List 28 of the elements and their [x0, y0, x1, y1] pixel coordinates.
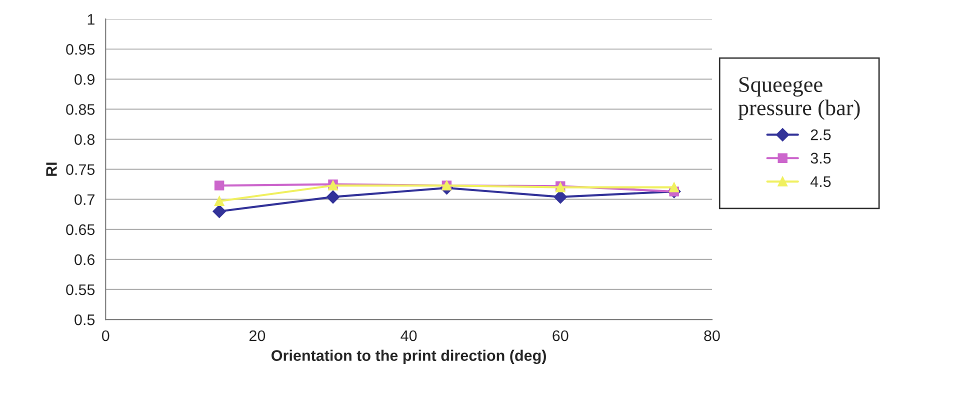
x-tick-label: 0 [102, 330, 110, 342]
y-tick-label: 0.75 [66, 164, 95, 175]
x-tick-label: 40 [400, 330, 417, 342]
y-tick-label: 0.85 [66, 104, 95, 115]
legend-title: Squeegee pressure (bar) [738, 77, 860, 120]
x-tick-label: 60 [552, 330, 568, 342]
legend-label: 4.5 [810, 176, 831, 188]
y-tick-label: 0.95 [66, 44, 95, 55]
y-tick-label: 0.55 [66, 284, 95, 296]
y-tick-label: 1 [88, 14, 94, 25]
y-axis-title: RI [46, 162, 57, 176]
legend-label: 3.5 [810, 152, 831, 164]
point [554, 190, 567, 204]
point [212, 204, 226, 218]
point [326, 190, 340, 204]
x-tick-label: 80 [704, 330, 720, 342]
point [214, 180, 224, 190]
legend-label: 2.5 [810, 129, 831, 140]
y-tick-label: 0.5 [74, 314, 95, 326]
x-tick-label: 20 [249, 330, 266, 342]
y-tick-label: 0.65 [66, 224, 95, 236]
y-tick-label: 0.7 [74, 194, 94, 206]
y-tick-label: 0.8 [74, 134, 95, 145]
point [669, 182, 679, 192]
point [214, 196, 224, 206]
x-axis-title: Orientation to the print direction (deg) [272, 350, 546, 364]
y-tick-label: 0.6 [74, 254, 95, 266]
y-tick-label: 0.9 [74, 74, 94, 85]
